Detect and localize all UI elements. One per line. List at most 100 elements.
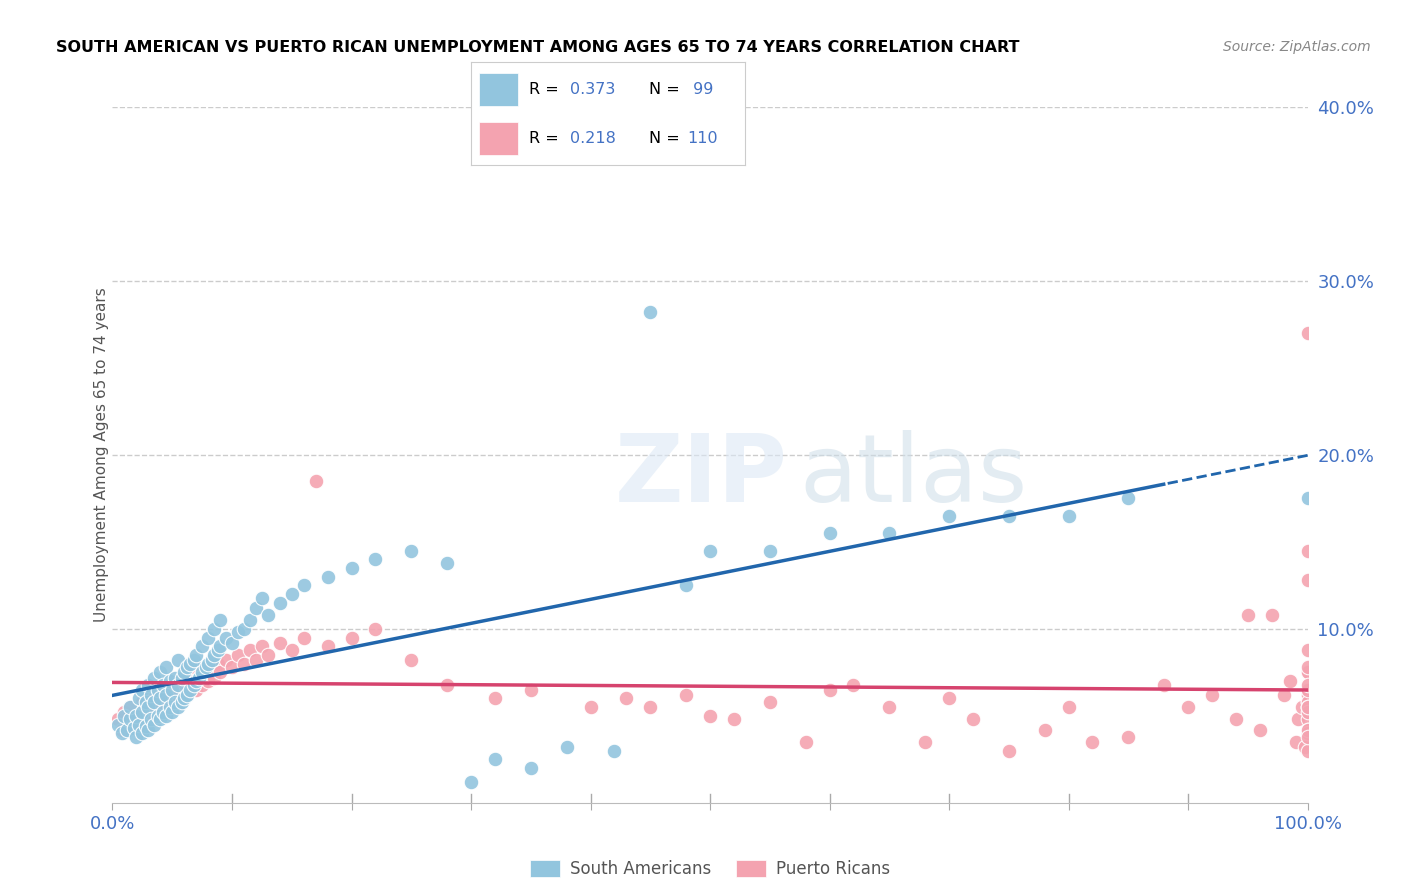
Point xyxy=(202,648,225,662)
Point xyxy=(1278,674,1301,689)
Point xyxy=(159,674,181,689)
Point xyxy=(340,561,363,575)
Point xyxy=(914,735,936,749)
Point xyxy=(520,682,543,697)
Point xyxy=(401,653,423,667)
Point xyxy=(1081,735,1104,749)
Point xyxy=(226,625,249,640)
Point xyxy=(484,752,506,766)
Point xyxy=(1177,700,1199,714)
Point xyxy=(179,674,201,689)
Point xyxy=(146,688,169,702)
Point xyxy=(125,730,148,744)
Point xyxy=(208,613,231,627)
Text: ZIP: ZIP xyxy=(614,430,787,522)
Point xyxy=(128,691,150,706)
Point xyxy=(1296,726,1319,740)
Point xyxy=(125,708,148,723)
FancyBboxPatch shape xyxy=(479,73,517,105)
Point xyxy=(364,552,387,566)
Point xyxy=(614,691,637,706)
Point xyxy=(173,691,195,706)
Point xyxy=(675,578,697,592)
Point xyxy=(208,665,231,680)
Point xyxy=(215,631,238,645)
Point xyxy=(250,591,273,605)
Point xyxy=(208,639,231,653)
Point xyxy=(1296,700,1319,714)
Point xyxy=(998,508,1021,523)
Point xyxy=(484,691,506,706)
Point xyxy=(139,712,162,726)
Point xyxy=(135,706,157,720)
Point xyxy=(191,677,214,691)
Point xyxy=(115,717,138,731)
Point xyxy=(340,631,363,645)
Point xyxy=(163,674,186,689)
Point xyxy=(135,695,157,709)
Point xyxy=(155,688,177,702)
Point xyxy=(179,682,201,697)
Point xyxy=(120,712,142,726)
Point xyxy=(143,695,166,709)
Point xyxy=(139,691,162,706)
Point xyxy=(149,695,172,709)
Point xyxy=(187,671,209,685)
Point xyxy=(269,636,291,650)
Point xyxy=(1296,665,1319,680)
Point xyxy=(183,660,205,674)
Point xyxy=(1285,735,1308,749)
Point xyxy=(173,677,195,691)
Point xyxy=(207,657,229,671)
Point xyxy=(149,665,172,680)
Point xyxy=(998,744,1021,758)
Point xyxy=(1057,700,1080,714)
Point xyxy=(1296,700,1319,714)
Point xyxy=(201,660,224,674)
Point xyxy=(131,706,153,720)
Point xyxy=(1296,682,1319,697)
Point xyxy=(226,648,249,662)
Point xyxy=(131,695,153,709)
Point xyxy=(162,682,183,697)
Point xyxy=(436,556,458,570)
Point xyxy=(1153,677,1175,691)
Point xyxy=(197,657,219,671)
Point xyxy=(122,721,145,735)
Point xyxy=(183,653,205,667)
Point xyxy=(460,775,482,789)
Point xyxy=(120,700,142,714)
Point xyxy=(245,653,267,667)
Point xyxy=(221,636,243,650)
Point xyxy=(436,677,458,691)
Text: Source: ZipAtlas.com: Source: ZipAtlas.com xyxy=(1223,40,1371,54)
Point xyxy=(186,648,208,662)
FancyBboxPatch shape xyxy=(479,122,517,155)
Point xyxy=(316,570,339,584)
Point xyxy=(257,648,280,662)
Point xyxy=(107,712,129,726)
Point xyxy=(170,695,193,709)
Point xyxy=(1296,723,1319,737)
Point xyxy=(699,543,721,558)
Point xyxy=(162,688,183,702)
Point xyxy=(555,740,578,755)
Point xyxy=(138,712,160,726)
Point xyxy=(194,660,217,674)
Point xyxy=(794,735,817,749)
Point xyxy=(938,508,960,523)
Point xyxy=(115,723,138,737)
Point xyxy=(173,665,195,680)
Point xyxy=(520,761,543,775)
Point xyxy=(1286,712,1309,726)
Point xyxy=(1291,700,1313,714)
Point xyxy=(159,700,181,714)
Point xyxy=(138,677,160,691)
Point xyxy=(1237,607,1260,622)
Text: N =: N = xyxy=(650,81,685,96)
Point xyxy=(938,691,960,706)
Point xyxy=(1296,723,1319,737)
Point xyxy=(245,601,267,615)
Point xyxy=(167,682,190,697)
Point xyxy=(1201,688,1223,702)
